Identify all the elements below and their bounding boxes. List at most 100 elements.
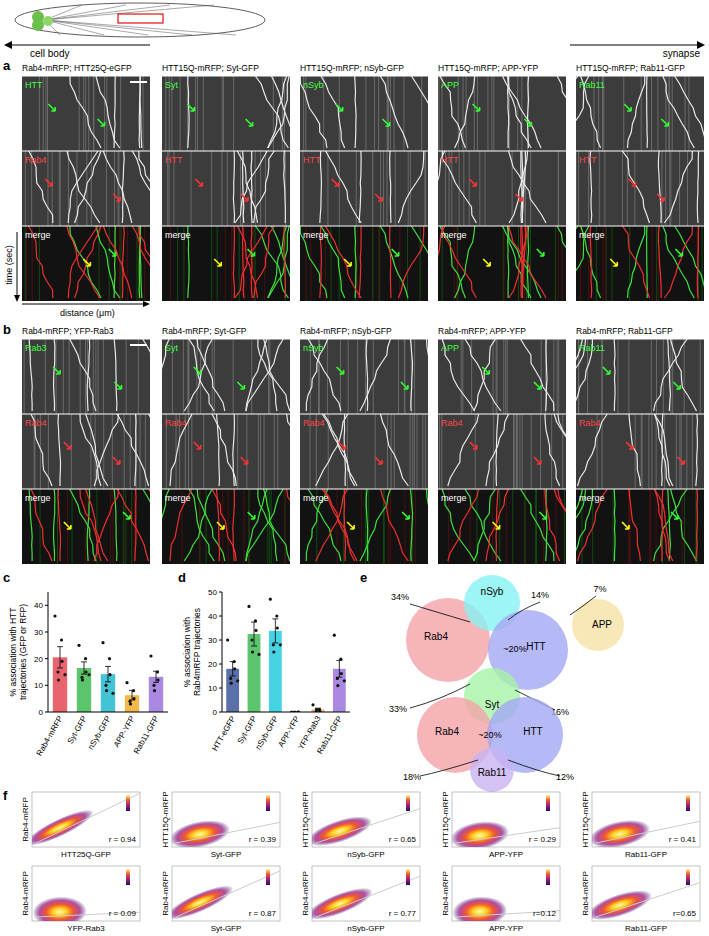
arrow-mark [470, 442, 477, 449]
stationary-track [365, 76, 366, 151]
axis-label: Rab4-mRFP [441, 871, 450, 915]
trajectory [80, 414, 101, 486]
stationary-track [545, 339, 546, 414]
kymo-title: HTT15Q-mRFP; APP-YFP [438, 63, 538, 73]
data-point [251, 650, 254, 653]
y-axis [222, 592, 223, 712]
divider [300, 151, 428, 152]
data-point [153, 689, 156, 692]
trajectory [233, 151, 234, 223]
stationary-track [233, 339, 234, 414]
stationary-track [246, 414, 247, 489]
divider [22, 226, 150, 227]
stationary-track [118, 151, 119, 226]
pointer [508, 760, 560, 776]
stationary-track [85, 339, 86, 414]
trajectory [522, 151, 524, 223]
stationary-track [380, 151, 381, 226]
data-point [108, 657, 111, 660]
stationary-track [274, 414, 275, 489]
stationary-track [93, 76, 94, 151]
trajectory [654, 489, 673, 561]
stationary-track [203, 414, 204, 489]
trajectory [503, 226, 542, 298]
kymo-title: HTT15Q-mRFP; Syt-GFP [162, 63, 259, 73]
error-bar [81, 662, 87, 674]
divider [162, 489, 290, 490]
kymograph [162, 339, 290, 564]
trajectory [233, 226, 234, 298]
stationary-track [414, 339, 415, 414]
trajectory [251, 226, 252, 298]
arrow-mark [237, 382, 244, 389]
stationary-track [267, 489, 268, 564]
stationary-track [109, 226, 110, 301]
stationary-track [558, 339, 559, 414]
kymo-background [162, 151, 290, 226]
trajectory [122, 226, 124, 298]
arrow-mark [338, 442, 345, 449]
stationary-track [491, 76, 492, 151]
stationary-track [47, 76, 48, 151]
trajectory [486, 489, 509, 561]
data-point [336, 684, 339, 687]
data-point [250, 638, 253, 641]
data-point [230, 682, 233, 685]
stationary-track [217, 226, 218, 301]
kymo-background [300, 76, 428, 151]
stationary-track [463, 151, 464, 226]
axis-label: Rab4-mRFP [21, 871, 30, 915]
error-bar [272, 619, 278, 643]
arrow-mark [194, 442, 201, 449]
category-label: Rab4-mRFP [35, 715, 65, 758]
scale-bar [130, 81, 147, 83]
trajectory [254, 226, 275, 298]
trajectory [496, 414, 498, 486]
trajectory [697, 226, 698, 298]
stationary-track [517, 414, 518, 489]
stationary-track [125, 489, 126, 564]
kymo-background [576, 151, 704, 226]
data-point [132, 697, 135, 700]
venn-circle [572, 599, 624, 651]
axis-label: Rab4-mRFP [301, 871, 310, 915]
channel-label: Rab4 [441, 418, 463, 428]
kymograph [300, 339, 428, 564]
stationary-track [503, 226, 504, 301]
data-point [340, 672, 343, 675]
tick-label: 20 [34, 655, 43, 664]
divider [576, 226, 704, 227]
channel-label: HTT [441, 155, 459, 165]
arrow-mark [195, 179, 202, 186]
trajectory [398, 151, 424, 223]
fit-line [596, 883, 700, 917]
trajectory [474, 339, 496, 411]
channel-label: Rab4 [25, 418, 47, 428]
channel-label: HTT [303, 155, 321, 165]
trajectory [360, 339, 391, 411]
trajectory [264, 339, 290, 411]
data-point [233, 667, 236, 670]
trajectory [135, 414, 136, 486]
stationary-track [126, 339, 127, 414]
stationary-track [140, 414, 141, 489]
stationary-track [139, 226, 140, 301]
kymo-background [300, 151, 428, 226]
data-point [53, 614, 56, 617]
data-point [111, 692, 114, 695]
arrow-mark [113, 194, 120, 201]
trajectory [114, 76, 115, 148]
trajectory [558, 414, 566, 486]
channel-label: merge [441, 493, 467, 503]
trajectory [132, 226, 150, 298]
stationary-track [244, 226, 245, 301]
divider [162, 226, 290, 227]
kymo-title: HTT15Q-mRFP; Rab11-GFP [576, 63, 685, 73]
arrow-mark [214, 259, 221, 266]
pointer [508, 602, 540, 620]
kymo-background [576, 414, 704, 489]
stationary-track [411, 339, 412, 414]
stationary-track [623, 76, 624, 151]
r-label: r = 0.87 [249, 909, 277, 918]
trajectory [427, 339, 429, 411]
